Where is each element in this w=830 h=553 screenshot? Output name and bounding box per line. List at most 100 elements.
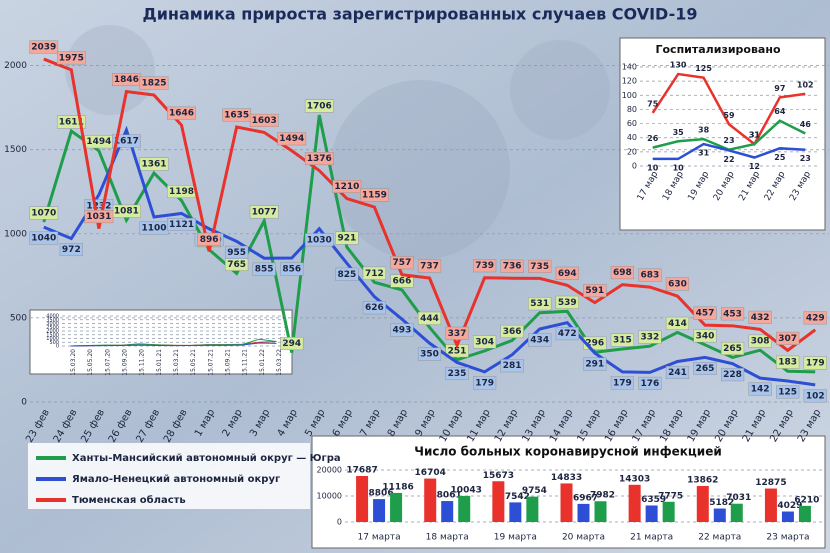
data-label: 434 <box>530 336 549 346</box>
data-label: 22 <box>723 155 734 164</box>
data-label: 23 <box>800 154 811 163</box>
data-label: 9754 <box>522 486 547 496</box>
data-label: 1603 <box>252 116 277 126</box>
data-label: 5182 <box>709 498 734 508</box>
data-label: 31 <box>749 131 761 140</box>
data-label: 1706 <box>307 102 332 112</box>
label-bg <box>362 266 386 280</box>
data-label: 1825 <box>141 79 166 89</box>
label-bg <box>776 385 800 399</box>
decor <box>330 80 510 260</box>
label-bg <box>555 266 579 280</box>
y-tick-label: 4000 <box>46 314 59 320</box>
chart-title: Динамика прироста зарегистрированных слу… <box>142 5 697 24</box>
data-label: 457 <box>696 309 715 319</box>
data-label: 757 <box>393 258 412 268</box>
data-label: 414 <box>668 319 687 329</box>
data-label: 1030 <box>307 235 332 245</box>
y-tick-label: 3500 <box>46 317 59 323</box>
data-label: 1232 <box>86 201 111 211</box>
label-bg <box>473 259 497 273</box>
data-label: 472 <box>558 329 577 339</box>
data-label: 315 <box>613 336 632 346</box>
data-label: 666 <box>393 276 412 286</box>
series-line <box>651 72 806 146</box>
data-label: 35 <box>673 128 685 137</box>
data-label: 31 <box>698 149 710 158</box>
x-tick-label: 15.07.21 <box>207 349 214 376</box>
data-label: 739 <box>475 261 494 271</box>
y-tick-label: 120 <box>622 77 637 86</box>
label-bg <box>249 113 279 127</box>
data-label: 1210 <box>334 182 359 192</box>
bar <box>560 483 573 522</box>
bar <box>373 499 386 522</box>
data-label: 7031 <box>726 493 751 503</box>
label-bg <box>29 231 59 245</box>
data-label: 1031 <box>86 212 111 222</box>
bar <box>645 505 658 522</box>
x-tick-label: 15.01.21 <box>156 349 163 376</box>
label-bg <box>445 326 469 340</box>
x-tick-label: 23 марта <box>766 533 809 543</box>
data-label: 1100 <box>141 224 166 234</box>
y-tick-label: 0 <box>56 344 59 350</box>
data-label: 1617 <box>114 137 139 147</box>
data-label: 23 <box>723 136 734 145</box>
data-label: 765 <box>227 260 246 270</box>
y-tick-label: 1500 <box>4 145 27 155</box>
legend <box>28 443 310 509</box>
data-label: 896 <box>200 235 219 245</box>
data-label: 1198 <box>169 187 194 197</box>
label-bg <box>638 268 662 282</box>
label-bg <box>555 295 579 309</box>
legend-label: Ямало-Ненецкий автономный округ <box>72 474 280 485</box>
label-bg <box>252 262 276 276</box>
label-bg <box>304 152 334 166</box>
bar <box>696 485 709 522</box>
data-label: 64 <box>774 107 786 116</box>
x-tick-label: 15.05.20 <box>87 349 94 376</box>
label-bg <box>362 301 386 315</box>
label-bg <box>803 311 827 325</box>
y-tick-label: 20 <box>627 147 637 156</box>
y-tick-label: 1000 <box>4 229 27 239</box>
label-bg <box>583 357 607 371</box>
label-bg <box>417 311 442 325</box>
data-label: 31 <box>749 131 761 140</box>
data-label: 972 <box>62 245 81 255</box>
data-label: 6359 <box>641 495 666 505</box>
data-label: 6967 <box>573 493 598 503</box>
x-tick-label: 15.11.21 <box>242 349 249 376</box>
data-label: 737 <box>420 262 439 272</box>
label-bg <box>720 341 745 355</box>
x-tick-label: 19 марта <box>494 533 537 543</box>
data-label: 444 <box>420 314 439 324</box>
label-bg <box>390 256 414 270</box>
data-label: 1361 <box>141 160 166 170</box>
label-bg <box>528 297 552 311</box>
label-bg <box>665 277 690 291</box>
bar <box>798 505 811 522</box>
bar <box>441 501 454 522</box>
decor <box>510 40 610 140</box>
data-label: 735 <box>530 262 549 272</box>
data-label: 825 <box>337 270 356 280</box>
data-label: 12 <box>749 162 760 171</box>
bar <box>713 508 726 522</box>
label-bg <box>748 334 772 348</box>
data-label: 337 <box>448 329 467 339</box>
y-tick-label: 20000 <box>317 466 342 475</box>
y-tick-label: 0 <box>21 398 27 408</box>
panel-title: Госпитализировано <box>655 43 780 56</box>
data-label: 102 <box>797 80 814 89</box>
data-label: 591 <box>585 286 604 296</box>
y-tick-label: 140 <box>622 63 637 72</box>
label-bg <box>445 366 469 380</box>
y-tick-label: 100 <box>622 91 637 100</box>
data-label: 4029 <box>777 501 802 511</box>
label-bg <box>112 134 141 148</box>
x-tick-label: 15.09.20 <box>122 349 129 376</box>
data-label: 265 <box>696 364 715 374</box>
